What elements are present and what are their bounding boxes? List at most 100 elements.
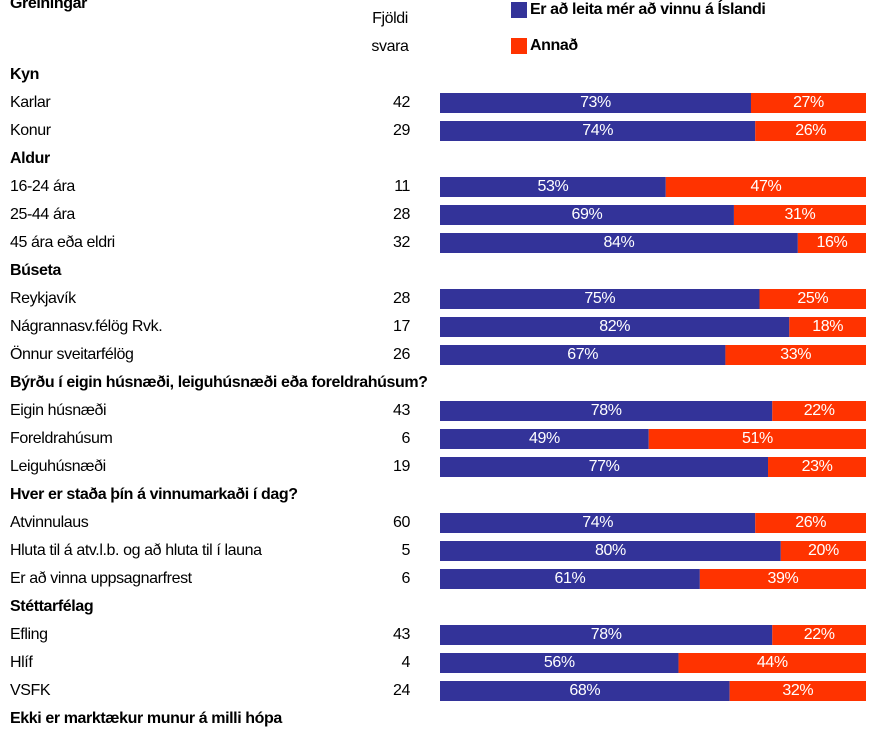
bar-value-label: 67% [567, 346, 598, 363]
bar-value-label: 26% [795, 122, 826, 139]
row-label: Önnur sveitarfélög [10, 345, 134, 363]
bar-value-label: 74% [582, 514, 613, 531]
chart-title: Greiningar [10, 0, 87, 12]
bar-segment [699, 569, 866, 589]
bar-value-label: 75% [584, 290, 615, 307]
bar-value-label: 68% [569, 682, 600, 699]
bar-value-label: 39% [768, 570, 799, 587]
bar-value-label: 33% [780, 346, 811, 363]
bar-segment [772, 625, 866, 645]
row-label: Karlar [10, 94, 51, 111]
group-heading: Kyn [10, 66, 39, 83]
bar-value-label: 61% [555, 570, 586, 587]
bar-value-label: 78% [591, 626, 622, 643]
bar-segment [733, 205, 866, 225]
bar-segment [440, 569, 700, 589]
bar-segment [440, 541, 781, 561]
bar-segment [648, 429, 866, 449]
bar-segment [440, 345, 726, 365]
row-count: 19 [393, 458, 410, 475]
bar-segment [665, 177, 866, 197]
bar-value-label: 20% [808, 542, 839, 559]
bar-segment [440, 429, 649, 449]
bar-value-label: 69% [572, 206, 603, 223]
bar-value-label: 18% [812, 318, 843, 335]
bar-value-label: 78% [591, 402, 622, 419]
row-count: 60 [393, 514, 410, 531]
row-label: Hluta til á atv.l.b. og að hluta til í l… [10, 542, 262, 559]
bar-segment [440, 401, 773, 421]
row-count: 42 [393, 94, 410, 111]
row-count: 5 [402, 542, 411, 559]
row-count: 32 [393, 234, 410, 251]
bar-value-label: 51% [742, 430, 773, 447]
bar-value-label: 56% [544, 654, 575, 671]
legend-label: Er að leita mér að vinnu á Íslandi [530, 0, 765, 18]
row-count: 28 [393, 290, 410, 307]
bar-segment [440, 205, 734, 225]
bar-value-label: 84% [604, 234, 635, 251]
legend-label: Annað [530, 37, 578, 54]
row-count: 24 [393, 682, 410, 699]
group-heading: Býrðu í eigin húsnæði, leiguhúsnæði eða … [10, 374, 428, 391]
row-count: 17 [393, 318, 410, 335]
group-heading: Hver er staða þín á vinnumarkaði í dag? [10, 486, 298, 503]
bar-value-label: 44% [757, 654, 788, 671]
bar-segment [750, 93, 866, 113]
row-label: Leiguhúsnæði [10, 458, 106, 475]
legend-swatch [511, 38, 527, 54]
bar-segment [440, 289, 760, 309]
row-label: Konur [10, 122, 52, 139]
legend-swatch [511, 2, 527, 18]
count-header: svara [371, 38, 409, 55]
bar-value-label: 47% [750, 178, 781, 195]
bar-segment [759, 289, 866, 309]
row-label: Reykjavík [10, 290, 77, 307]
row-label: 45 ára eða eldri [10, 234, 115, 251]
row-label: 25-44 ára [10, 206, 75, 223]
bar-value-label: 16% [817, 234, 848, 251]
bar-segment [729, 681, 866, 701]
group-heading: Stéttarfélag [10, 598, 93, 615]
bar-value-label: 31% [785, 206, 816, 223]
bar-value-label: 80% [595, 542, 626, 559]
bar-segment [440, 121, 756, 141]
row-count: 26 [393, 346, 410, 363]
row-count: 43 [393, 402, 410, 419]
footnote: Ekki er marktækur munur á milli hópa [10, 710, 282, 727]
bar-value-label: 23% [802, 458, 833, 475]
bar-value-label: 77% [589, 458, 620, 475]
bar-value-label: 26% [795, 514, 826, 531]
row-count: 4 [402, 654, 411, 671]
row-count: 11 [394, 178, 410, 195]
bar-value-label: 27% [793, 94, 824, 111]
bar-value-label: 32% [782, 682, 813, 699]
row-label: Efling [10, 626, 48, 643]
bar-segment [440, 457, 769, 477]
bar-value-label: 73% [580, 94, 611, 111]
bar-segment [440, 513, 756, 533]
bar-value-label: 22% [804, 402, 835, 419]
bar-value-label: 49% [529, 430, 560, 447]
bar-segment [755, 513, 866, 533]
bar-segment [772, 401, 866, 421]
bar-segment [797, 233, 866, 253]
row-count: 28 [393, 206, 410, 223]
bar-segment [755, 121, 866, 141]
row-label: VSFK [10, 682, 51, 699]
bar-value-label: 25% [797, 290, 828, 307]
bar-segment [440, 653, 679, 673]
group-heading: Aldur [10, 150, 50, 167]
bar-segment [789, 317, 866, 337]
bar-segment [440, 233, 798, 253]
bar-value-label: 53% [537, 178, 568, 195]
bar-segment [678, 653, 866, 673]
bar-value-label: 22% [804, 626, 835, 643]
bar-segment [440, 317, 790, 337]
row-label: Atvinnulaus [10, 514, 89, 531]
bar-value-label: 82% [599, 318, 630, 335]
row-label: Nágrannasv.félög Rvk. [10, 318, 162, 335]
row-label: Hlíf [10, 654, 33, 671]
bar-segment [440, 625, 773, 645]
